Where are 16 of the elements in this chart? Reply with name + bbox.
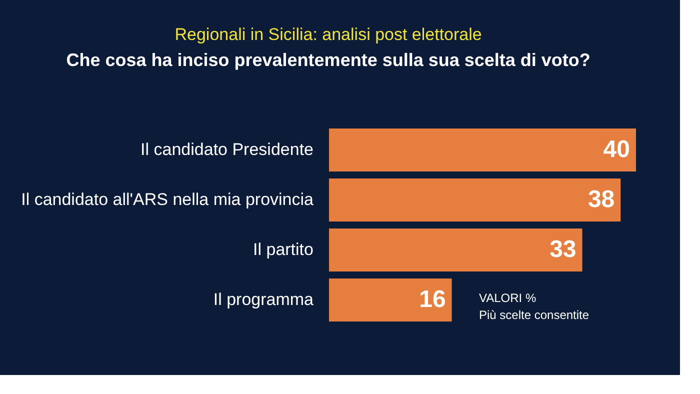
y-tick-label: Il candidato Presidente xyxy=(140,140,314,159)
bar xyxy=(329,278,452,322)
y-tick-label: Il candidato all'ARS nella mia provincia xyxy=(21,190,314,209)
chart-subtitle: Che cosa ha inciso prevalentemente sulla sua scelta di voto? xyxy=(66,50,590,70)
data-label: 33 xyxy=(550,236,576,263)
data-label: 16 xyxy=(419,286,446,313)
bar xyxy=(329,178,621,222)
annotation: VALORI % xyxy=(479,291,536,305)
y-tick-label: Il programma xyxy=(213,290,314,309)
y-tick-label: Il partito xyxy=(253,240,314,259)
data-label: 38 xyxy=(588,186,615,213)
chart-title: Regionali in Sicilia: analisi post elettorale xyxy=(174,25,482,44)
annotation: Più scelte consentite xyxy=(479,308,590,322)
bar xyxy=(329,128,636,172)
data-label: 40 xyxy=(603,136,630,163)
bar xyxy=(329,228,582,272)
